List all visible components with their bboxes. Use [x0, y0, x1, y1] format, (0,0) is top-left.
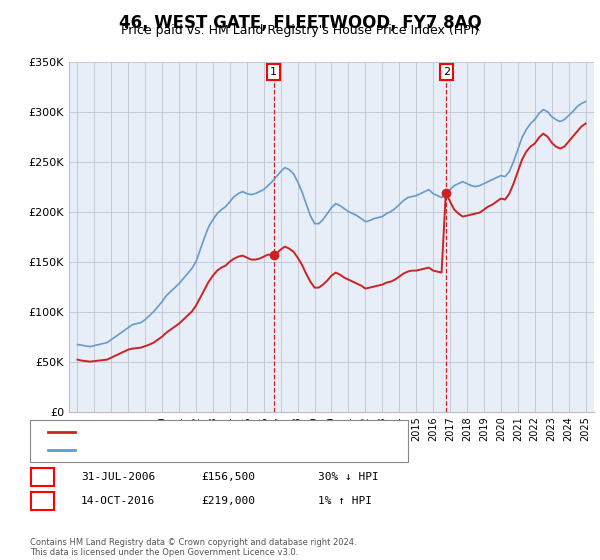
Text: 2: 2 — [443, 67, 450, 77]
Text: Price paid vs. HM Land Registry's House Price Index (HPI): Price paid vs. HM Land Registry's House … — [121, 24, 479, 37]
Text: 2: 2 — [38, 494, 47, 508]
Text: £156,500: £156,500 — [201, 472, 255, 482]
Text: 31-JUL-2006: 31-JUL-2006 — [81, 472, 155, 482]
Text: HPI: Average price, detached house, Wyre: HPI: Average price, detached house, Wyre — [81, 445, 301, 455]
Text: 30% ↓ HPI: 30% ↓ HPI — [318, 472, 379, 482]
Text: 1: 1 — [38, 470, 47, 484]
Text: 46, WEST GATE, FLEETWOOD, FY7 8AQ: 46, WEST GATE, FLEETWOOD, FY7 8AQ — [119, 14, 481, 32]
Text: £219,000: £219,000 — [201, 496, 255, 506]
Text: 1% ↑ HPI: 1% ↑ HPI — [318, 496, 372, 506]
Text: 14-OCT-2016: 14-OCT-2016 — [81, 496, 155, 506]
Text: 46, WEST GATE, FLEETWOOD, FY7 8AQ (detached house): 46, WEST GATE, FLEETWOOD, FY7 8AQ (detac… — [81, 427, 379, 437]
Text: Contains HM Land Registry data © Crown copyright and database right 2024.
This d: Contains HM Land Registry data © Crown c… — [30, 538, 356, 557]
Text: 1: 1 — [270, 67, 277, 77]
